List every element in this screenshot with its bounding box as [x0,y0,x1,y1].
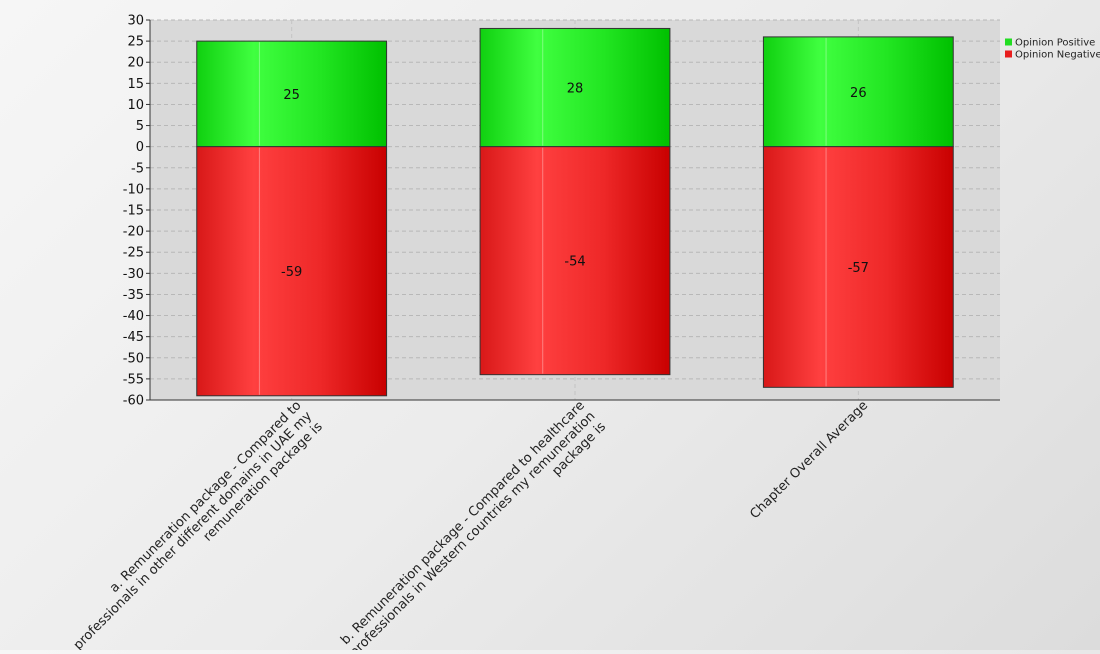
data-label: -54 [564,255,585,270]
y-tick-label: -60 [123,394,144,409]
x-tick-label-line: professionals in other different domains… [71,409,315,650]
bar-negative [479,146,671,376]
y-tick-label: 20 [127,56,144,71]
bar-positive [762,36,954,148]
bar-positive [479,27,671,148]
y-tick-label: -15 [123,204,144,219]
y-axis: 30 25 20 15 10 5 0 -5 -10 -15 -20 -25 -30 -35 -40 -45 -5… [123,14,1000,409]
y-tick-label: 10 [127,98,144,113]
x-tick-label-line: a. Remuneration package - Compared to [107,398,305,596]
y-tick-label: -45 [123,330,144,345]
y-tick-label: 0 [136,140,144,155]
y-tick-label: 5 [136,119,144,134]
y-tick-label: -40 [123,309,144,324]
y-tick-label: -30 [123,267,144,282]
y-tick-label: -35 [123,288,144,303]
x-tick-label: a. Remuneration package - Compared topro… [60,398,326,650]
data-label: -57 [848,261,869,276]
y-tick-label: -5 [131,161,144,176]
y-tick-label: -55 [123,372,144,387]
legend-label: Opinion Negative [1015,50,1100,61]
y-tick-label: -25 [123,246,144,261]
bars: 25 28 26 -59 -54 -57 [196,27,954,397]
data-label: 26 [850,86,867,101]
legend-label: Opinion Positive [1015,38,1095,49]
x-tick-label-line: professionals in Western countries my re… [347,409,598,650]
y-tick-label: -50 [123,351,144,366]
y-tick-label: 25 [127,35,144,50]
x-tick-label: Chapter Overall Average [747,398,871,522]
y-tick-label: -20 [123,225,144,240]
data-label: 25 [283,88,300,103]
y-tick-label: 15 [127,77,144,92]
x-axis-labels: a. Remuneration package - Compared topro… [60,398,871,654]
y-tick-label: -10 [123,182,144,197]
data-label: -59 [281,265,302,280]
legend-swatch [1005,38,1012,46]
x-tick-label-line: Chapter Overall Average [747,398,871,522]
bar-negative [196,146,388,397]
data-label: 28 [567,82,584,97]
x-tick-label: b. Remuneration package - Compared to he… [336,398,609,650]
y-tick-label: 30 [127,14,144,29]
bar-negative [762,146,954,388]
x-tick-label-line: b. Remuneration package - Compared to he… [338,398,588,648]
legend-swatch [1005,50,1012,58]
